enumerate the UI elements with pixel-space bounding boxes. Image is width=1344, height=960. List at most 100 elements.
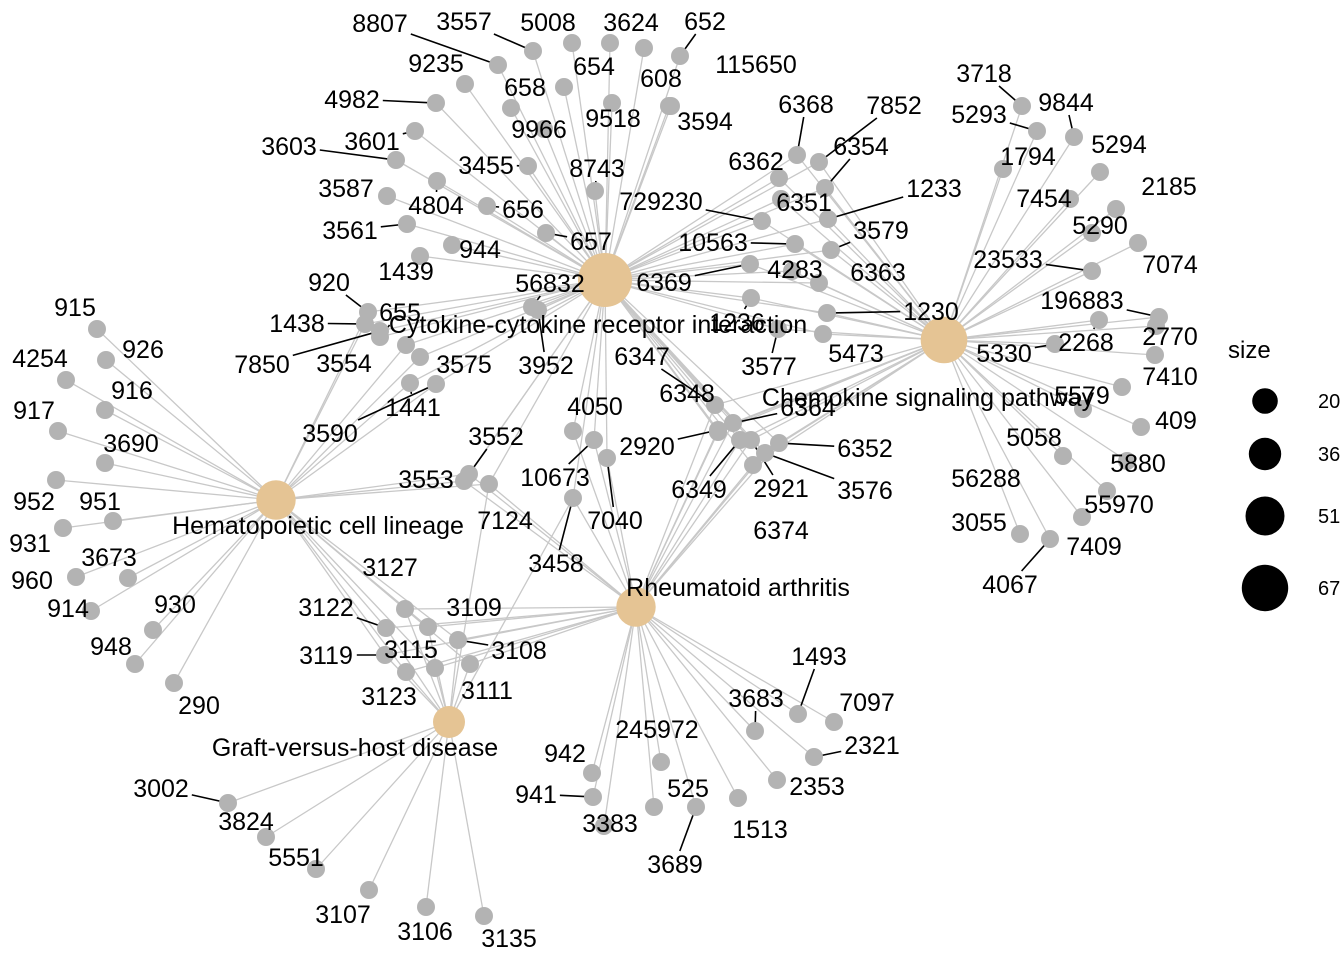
edge-6347-csp xyxy=(714,339,945,406)
gene-label-948: 948 xyxy=(90,633,132,661)
gene-node-6368 xyxy=(788,146,806,164)
edge-10563-csp xyxy=(794,243,945,341)
edge-3579-csp xyxy=(830,249,945,341)
gene-label-7097: 7097 xyxy=(839,689,895,717)
gene-label-7124: 7124 xyxy=(477,507,533,535)
edge-1233-csp xyxy=(827,218,945,341)
gene-label-6368: 6368 xyxy=(778,91,834,119)
gene-node-7852 xyxy=(810,153,828,171)
edge-2268-csp xyxy=(943,319,1100,341)
edge-1438-hcl xyxy=(275,323,366,501)
edge-654-ccr xyxy=(563,86,606,281)
edge-7409-csp xyxy=(943,339,1083,518)
gene-node-960 xyxy=(67,568,85,586)
edge-6363-ccr xyxy=(604,279,820,284)
edge-1441-ccr xyxy=(409,279,606,384)
gene-node-2920 xyxy=(709,421,727,439)
edge-3561-ccr xyxy=(406,223,606,281)
edge-917-hcl xyxy=(57,430,277,501)
edge-3115-ra xyxy=(405,606,637,673)
gene-label-10673: 10673 xyxy=(520,464,590,492)
legend-title: size xyxy=(1228,337,1271,364)
gene-node-245972 xyxy=(652,753,670,771)
edge-3458-ccr xyxy=(572,279,606,499)
gene-label-656: 656 xyxy=(502,196,544,224)
leader-1233 xyxy=(832,196,904,219)
pathway-node-ra xyxy=(616,587,656,627)
edge-3458-ra xyxy=(572,497,637,608)
gene-label-914: 914 xyxy=(47,595,89,623)
edge-3111-hcl xyxy=(275,499,471,665)
edge-1438-ccr xyxy=(364,279,606,325)
gene-node-7124 xyxy=(480,475,498,493)
edge-914-hcl xyxy=(90,499,277,612)
gene-node-3579 xyxy=(822,241,840,259)
edge-6368-ccr xyxy=(604,154,798,281)
gene-node-2321 xyxy=(805,748,823,766)
gene-node-5473 xyxy=(814,325,832,343)
gene-node-1439 xyxy=(411,247,429,265)
gene-label-7850: 7850 xyxy=(234,351,290,379)
pathway-node-ccr xyxy=(578,253,632,307)
gene-node-3122 xyxy=(377,619,395,637)
leader-3590 xyxy=(357,385,432,421)
edge-3553-hcl xyxy=(275,480,465,501)
gene-label-3683: 3683 xyxy=(728,685,784,713)
legend-label-36: 36 xyxy=(1318,444,1340,466)
pathway-labels: Cytokine-cytokine receptor interaction Ch… xyxy=(172,311,1094,762)
edge-6347-ra xyxy=(635,404,716,608)
edge-7040-ccr xyxy=(604,279,608,459)
gene-node-916 xyxy=(96,401,114,419)
gene-node-941 xyxy=(584,788,602,806)
gene-node-56288 xyxy=(1054,447,1072,465)
gene-node-3123 xyxy=(426,659,444,677)
gene-label-3561: 3561 xyxy=(322,217,378,245)
gene-node-1236 xyxy=(742,289,760,307)
edge-2921-csp xyxy=(750,339,945,441)
gene-node-930 xyxy=(144,621,162,639)
gene-label-942: 942 xyxy=(544,740,586,768)
gene-node-3576 xyxy=(756,444,774,462)
gene-node-6364 xyxy=(724,414,742,432)
gene-node-3553 xyxy=(455,472,473,490)
gene-node-2921 xyxy=(742,431,760,449)
gene-label-6347: 6347 xyxy=(614,343,670,371)
edge-1794-csp xyxy=(943,168,1004,341)
edge-6352-ccr xyxy=(604,279,780,444)
gene-label-2321: 2321 xyxy=(844,732,900,760)
gene-node-3673 xyxy=(119,569,137,587)
gene-label-658: 658 xyxy=(504,74,546,102)
gene-node-948 xyxy=(126,655,144,673)
gene-node-9844 xyxy=(1065,128,1083,146)
leader-3122 xyxy=(356,617,382,628)
edge-729230-ccr xyxy=(604,220,763,281)
gene-node-3587 xyxy=(378,187,396,205)
edge-5473-ccr xyxy=(604,279,824,335)
edge-3135-gvh xyxy=(448,721,485,917)
gene-label-931: 931 xyxy=(9,530,51,558)
gene-label-9966: 9966 xyxy=(511,116,567,144)
gene-label-654: 654 xyxy=(573,53,615,81)
gene-node-656 xyxy=(478,197,496,215)
pathway-label-ccr: Cytokine-cytokine receptor interaction xyxy=(389,311,807,339)
gene-label-3383: 3383 xyxy=(582,810,638,838)
gene-label-1438: 1438 xyxy=(269,310,325,338)
gene-node-3624 xyxy=(601,34,619,52)
gene-label-6352: 6352 xyxy=(837,435,893,463)
edge-5880-csp xyxy=(943,339,1128,462)
gene-label-3002: 3002 xyxy=(133,775,189,803)
gene-label-3106: 3106 xyxy=(397,918,453,946)
edge-3557-ccr xyxy=(532,50,606,281)
gene-label-5579: 5579 xyxy=(1054,382,1110,410)
gene-node-7850 xyxy=(371,322,389,340)
gene-label-915: 915 xyxy=(54,294,96,322)
edge-3055-csp xyxy=(943,339,1021,535)
gene-node-3594 xyxy=(662,97,680,115)
gene-label-56288: 56288 xyxy=(951,465,1021,493)
gene-label-8807: 8807 xyxy=(352,10,408,38)
gene-label-2770: 2770 xyxy=(1142,323,1198,351)
gene-label-3557: 3557 xyxy=(436,8,492,36)
edge-3824-gvh xyxy=(265,721,450,838)
gene-node-3109 xyxy=(419,618,437,636)
gene-node-9235 xyxy=(456,75,474,93)
